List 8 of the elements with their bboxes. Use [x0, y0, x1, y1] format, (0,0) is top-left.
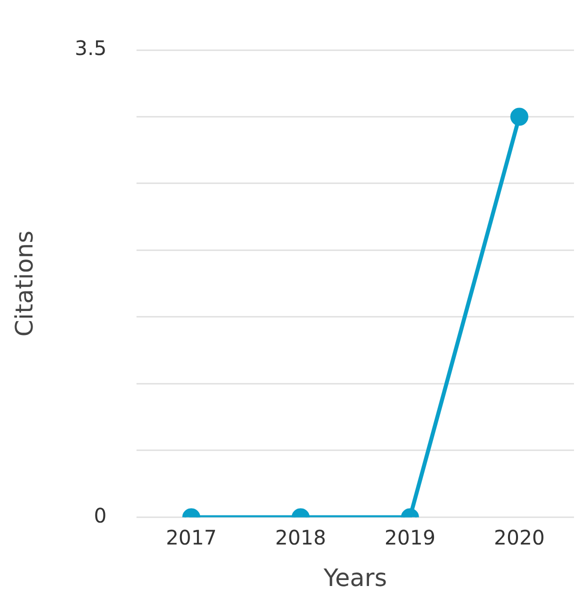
x-tick-label: 2019 [384, 525, 436, 550]
y-axis-title: Citations [10, 230, 39, 337]
x-tick-label: 2018 [275, 525, 326, 550]
y-tick-label: 3.5 [74, 36, 107, 60]
y-tick-label: 0 [94, 503, 107, 528]
x-tick-label: 2020 [494, 525, 545, 550]
x-tick-label: 2017 [166, 525, 217, 550]
x-axis-title: Years [322, 564, 387, 592]
